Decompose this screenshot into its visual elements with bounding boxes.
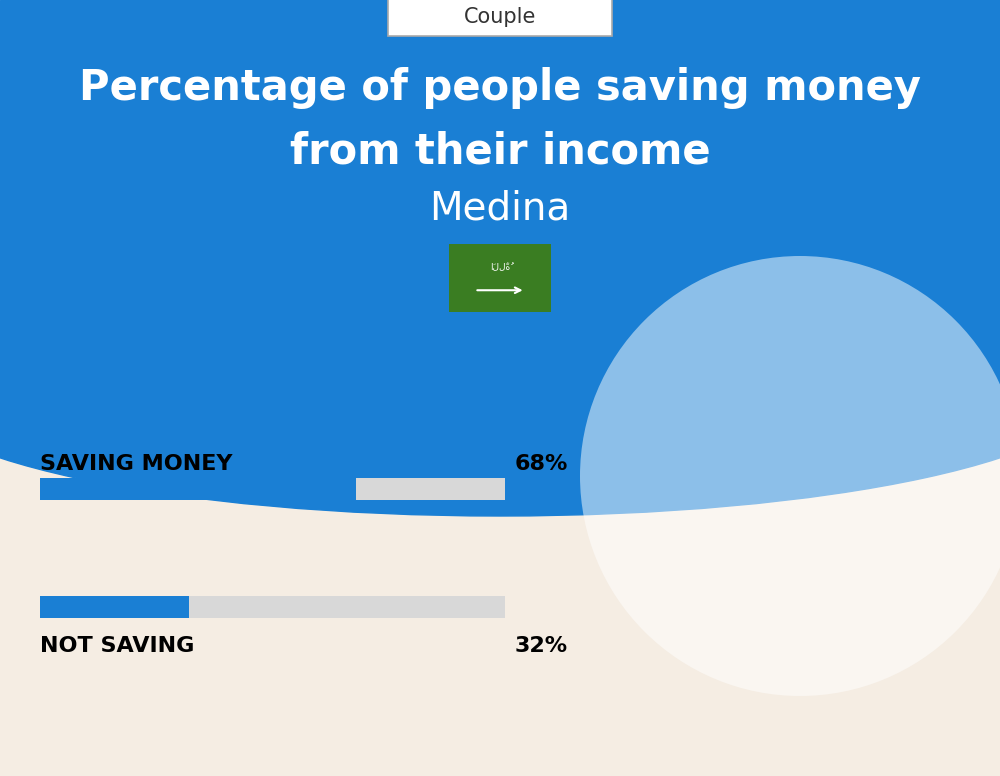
Ellipse shape bbox=[580, 256, 1000, 696]
FancyBboxPatch shape bbox=[388, 0, 612, 36]
Text: NOT SAVING: NOT SAVING bbox=[40, 636, 194, 656]
Bar bbox=[40, 596, 505, 618]
Bar bbox=[40, 596, 189, 618]
Text: Couple: Couple bbox=[464, 7, 536, 27]
Text: SAVING MONEY: SAVING MONEY bbox=[40, 454, 232, 474]
Text: Medina: Medina bbox=[429, 189, 571, 227]
Bar bbox=[40, 478, 356, 500]
Bar bbox=[0, 0, 1000, 386]
Text: 32%: 32% bbox=[515, 636, 568, 656]
Text: اَللّٰهُ: اَللّٰهُ bbox=[490, 263, 510, 272]
Text: 68%: 68% bbox=[515, 454, 568, 474]
Ellipse shape bbox=[0, 256, 1000, 516]
Bar bbox=[40, 478, 505, 500]
Bar bbox=[449, 244, 551, 312]
Text: Percentage of people saving money: Percentage of people saving money bbox=[79, 67, 921, 109]
Text: from their income: from their income bbox=[290, 131, 710, 173]
